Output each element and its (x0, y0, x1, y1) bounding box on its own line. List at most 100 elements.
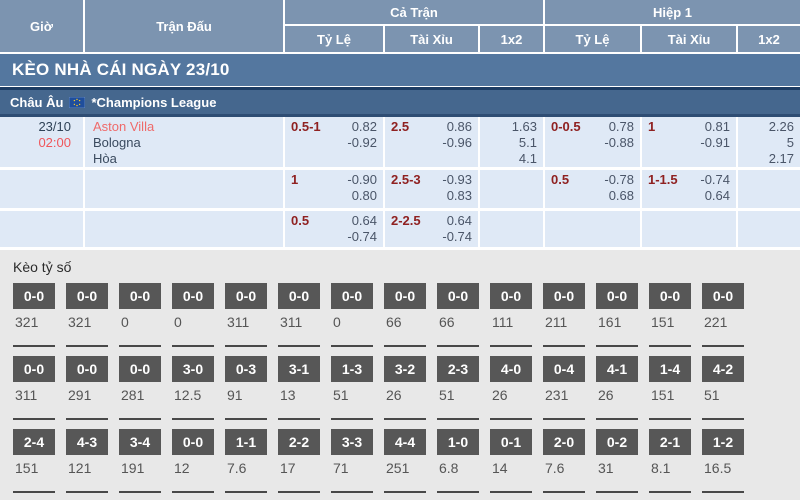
score-row: 0-0 311 0-0 291 0-0 281 3-0 12.5 0-3 91 3-1 13 1-3 51… (0, 356, 800, 420)
half1-1x2-cell[interactable] (738, 211, 800, 247)
score-odds-cell[interactable]: 2-4 151 (13, 429, 55, 493)
score-odds-cell[interactable]: 0-0 321 (13, 283, 55, 347)
full-match-1x2-cell[interactable] (480, 170, 545, 208)
odd-value[interactable]: 1.63 (511, 119, 537, 134)
score-odds-cell[interactable]: 3-3 71 (331, 429, 373, 493)
score-odd-value: 211 (545, 314, 568, 330)
half1-handicap-cell[interactable]: 0-0.5 0.78 -0.88 (545, 117, 642, 167)
odd-value[interactable]: -0.74 (700, 172, 730, 187)
score-odds-cell[interactable]: 4-0 26 (490, 356, 532, 420)
score-odds-cell[interactable]: 0-0 311 (225, 283, 267, 347)
league-row[interactable]: Châu Âu *Champions League (0, 87, 800, 117)
odd-value[interactable]: -0.74 (442, 229, 472, 244)
score-odds-cell[interactable]: 0-0 161 (596, 283, 638, 347)
odd-value[interactable]: -0.88 (604, 135, 634, 150)
score-odds-cell[interactable]: 0-0 66 (437, 283, 479, 347)
score-odds-cell[interactable]: 1-3 51 (331, 356, 373, 420)
empty-time-cell (0, 170, 85, 208)
odd-value[interactable]: 0.64 (704, 188, 730, 203)
odd-value[interactable]: -0.96 (442, 135, 472, 150)
score-odds-cell[interactable]: 4-4 251 (384, 429, 426, 493)
score-odd-value: 51 (439, 387, 455, 403)
odd-value[interactable]: 5 (786, 135, 794, 150)
score-odds-cell[interactable]: 0-3 91 (225, 356, 267, 420)
half1-over-under-cell[interactable] (642, 211, 738, 247)
score-odds-cell[interactable]: 0-0 211 (543, 283, 585, 347)
full-match-handicap-cell[interactable]: 1 -0.90 0.80 (285, 170, 385, 208)
full-match-1x2-cell[interactable]: 1.63 5.1 4.1 (480, 117, 545, 167)
score-odds-cell[interactable]: 4-1 26 (596, 356, 638, 420)
half1-1x2-cell[interactable]: 2.26 5 2.17 (738, 117, 800, 167)
away-team[interactable]: Bologna (93, 135, 141, 150)
odd-value[interactable]: 0.64 (351, 213, 377, 228)
score-odds-cell[interactable]: 0-0 321 (66, 283, 108, 347)
odd-value[interactable]: 0.81 (704, 119, 730, 134)
odd-value[interactable]: 0.68 (608, 188, 634, 203)
odd-value[interactable]: 5.1 (518, 135, 537, 150)
full-match-over-under-cell[interactable]: 2-2.5 0.64 -0.74 (385, 211, 480, 247)
score-odds-cell[interactable]: 4-2 51 (702, 356, 744, 420)
score-odds-cell[interactable]: 1-4 151 (649, 356, 691, 420)
half1-1x2-cell[interactable] (738, 170, 800, 208)
full-match-over-under-cell[interactable]: 2.5-3 -0.93 0.83 (385, 170, 480, 208)
score-odds-cell[interactable]: 0-0 311 (278, 283, 320, 347)
score-odds-cell[interactable]: 0-0 281 (119, 356, 161, 420)
full-match-1x2-cell[interactable] (480, 211, 545, 247)
odd-value[interactable]: 0.80 (351, 188, 377, 203)
score-odds-cell[interactable]: 2-2 17 (278, 429, 320, 493)
league-name: *Champions League (91, 94, 217, 110)
score-odds-cell[interactable]: 0-2 31 (596, 429, 638, 493)
odd-value[interactable]: 0.78 (608, 119, 634, 134)
score-odds-cell[interactable]: 3-0 12.5 (172, 356, 214, 420)
score-odds-cell[interactable]: 1-2 16.5 (702, 429, 744, 493)
full-match-handicap-cell[interactable]: 0.5 0.64 -0.74 (285, 211, 385, 247)
odd-value[interactable]: 0.83 (446, 188, 472, 203)
full-match-handicap-cell[interactable]: 0.5-1 0.82 -0.92 (285, 117, 385, 167)
score-odds-cell[interactable]: 0-0 66 (384, 283, 426, 347)
home-team[interactable]: Aston Villa (93, 119, 155, 134)
odds-row-main: 23/10 02:00 Aston Villa Bologna Hòa 0.5-… (0, 117, 800, 167)
odd-value[interactable]: -0.93 (442, 172, 472, 187)
half1-over-under-cell[interactable]: 1-1.5 -0.74 0.64 (642, 170, 738, 208)
score-odds-cell[interactable]: 1-0 6.8 (437, 429, 479, 493)
score-label: 2-2 (278, 429, 320, 455)
score-odds-cell[interactable]: 0-0 311 (13, 356, 55, 420)
score-odds-cell[interactable]: 0-0 0 (172, 283, 214, 347)
score-odds-cell[interactable]: 0-4 231 (543, 356, 585, 420)
odd-value[interactable]: -0.74 (347, 229, 377, 244)
score-odds-cell[interactable]: 0-0 291 (66, 356, 108, 420)
score-odds-cell[interactable]: 1-1 7.6 (225, 429, 267, 493)
score-odds-cell[interactable]: 2-3 51 (437, 356, 479, 420)
odd-value[interactable]: -0.90 (347, 172, 377, 187)
score-odds-cell[interactable]: 0-0 151 (649, 283, 691, 347)
header-ft-over-under: Tài Xỉu (385, 26, 480, 52)
score-odds-cell[interactable]: 3-2 26 (384, 356, 426, 420)
score-odds-cell[interactable]: 0-1 14 (490, 429, 532, 493)
match-teams-cell[interactable]: Aston Villa Bologna Hòa (85, 117, 285, 167)
score-odds-cell[interactable]: 3-1 13 (278, 356, 320, 420)
score-odds-cell[interactable]: 0-0 0 (119, 283, 161, 347)
half1-handicap-cell[interactable]: 0.5 -0.78 0.68 (545, 170, 642, 208)
score-label: 0-0 (225, 283, 267, 309)
odd-value[interactable]: 0.64 (446, 213, 472, 228)
full-match-over-under-cell[interactable]: 2.5 0.86 -0.96 (385, 117, 480, 167)
score-odds-cell[interactable]: 2-1 8.1 (649, 429, 691, 493)
odd-value[interactable]: -0.78 (604, 172, 634, 187)
score-odds-cell[interactable]: 0-0 12 (172, 429, 214, 493)
score-odds-cell[interactable]: 0-0 111 (490, 283, 532, 347)
odd-value[interactable]: 0.86 (446, 119, 472, 134)
odd-value[interactable]: 0.82 (351, 119, 377, 134)
score-odds-cell[interactable]: 0-0 0 (331, 283, 373, 347)
half1-over-under-cell[interactable]: 1 0.81 -0.91 (642, 117, 738, 167)
half1-handicap-cell[interactable] (545, 211, 642, 247)
score-odds-cell[interactable]: 0-0 221 (702, 283, 744, 347)
score-odds-cell[interactable]: 3-4 191 (119, 429, 161, 493)
odd-value[interactable]: -0.92 (347, 135, 377, 150)
odd-value[interactable]: 4.1 (518, 151, 537, 166)
score-odds-cell[interactable]: 2-0 7.6 (543, 429, 585, 493)
score-odds-cell[interactable]: 4-3 121 (66, 429, 108, 493)
header-time: Giờ (0, 0, 85, 52)
odd-value[interactable]: 2.17 (768, 151, 794, 166)
odd-value[interactable]: -0.91 (700, 135, 730, 150)
odd-value[interactable]: 2.26 (768, 119, 794, 134)
